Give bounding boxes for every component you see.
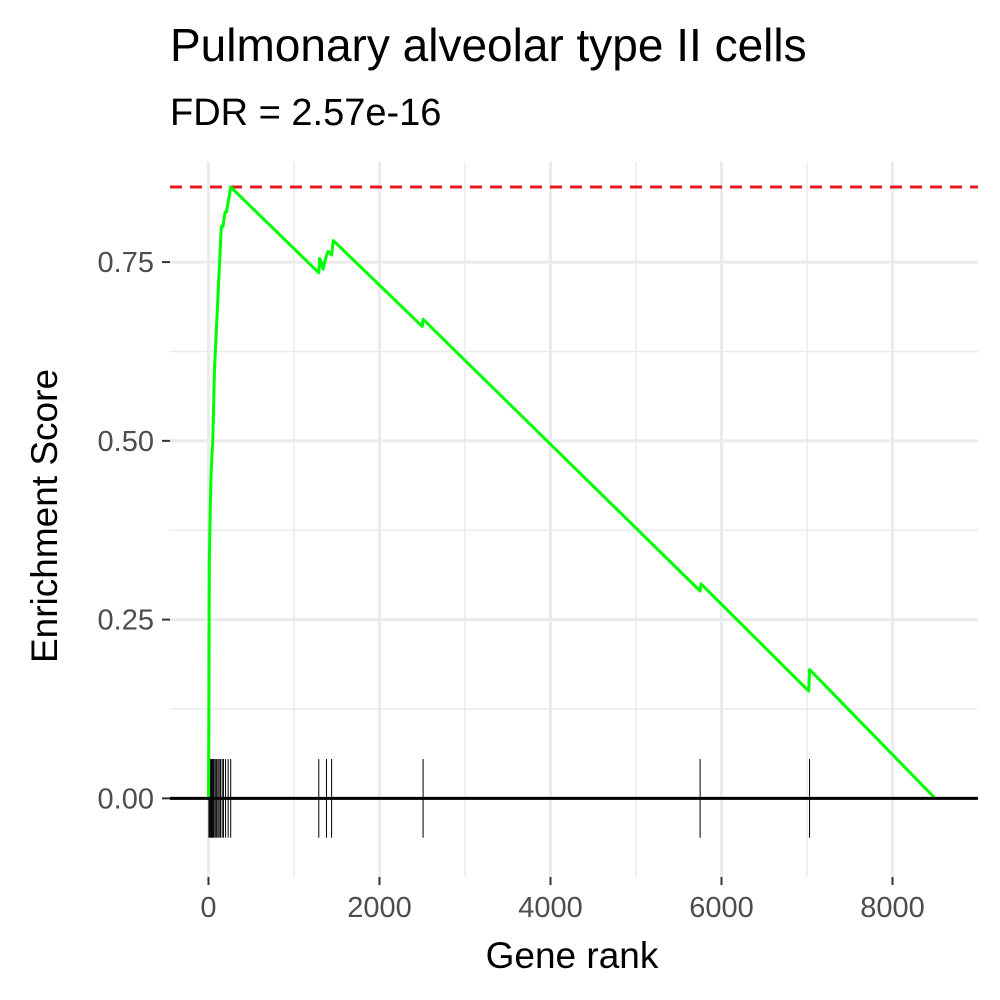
axis-layer: 0 2000 4000 6000 8000 0.00 0.25 0.50 0.75 [98,247,978,924]
enrichment-curve-layer [170,185,978,800]
y-tick-label: 0.00 [98,783,154,815]
grid-layer [170,162,978,877]
y-tick-label: 0.75 [98,247,154,279]
chart-subtitle: FDR = 2.57e-16 [170,92,442,134]
chart-title: Pulmonary alveolar type II cells [170,19,807,71]
y-axis-title: Enrichment Score [24,369,65,663]
enrichment-score-line [207,185,937,800]
x-tick-label: 6000 [689,892,754,924]
x-tick-label: 0 [200,892,216,924]
y-tick-label: 0.25 [98,605,154,637]
x-tick-label: 4000 [518,892,583,924]
x-axis-title: Gene rank [486,935,659,976]
y-tick-label: 0.50 [98,426,154,458]
x-tick-label: 8000 [860,892,925,924]
x-tick-label: 2000 [347,892,412,924]
